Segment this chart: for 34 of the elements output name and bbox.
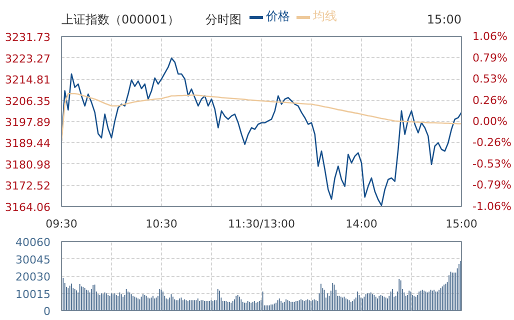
y-tick-label: 3206.35: [5, 94, 51, 108]
y2-tick-label: 0.26%: [472, 94, 508, 108]
chart-subtitle: 分时图: [206, 12, 242, 26]
y-tick-label: 3231.73: [5, 31, 51, 44]
y-tick-label: 3214.81: [5, 74, 51, 87]
x-tick-label: 14:00: [346, 218, 378, 230]
y2-tick-label: -1.06%: [472, 200, 512, 213]
y-tick-label: 3180.98: [5, 158, 51, 172]
y-tick-label: 3223.27: [5, 52, 51, 66]
y2-tick-label: 1.06%: [472, 30, 508, 43]
y2-tick-label: 0.00%: [472, 115, 508, 128]
text: 15:00: [426, 12, 462, 26]
x-tick-label: 10:30: [146, 218, 178, 230]
x-tick-label: 11:30/13:00: [228, 218, 296, 230]
x-tick-label: 09:30: [46, 218, 78, 230]
y2-tick-label: 0.79%: [472, 52, 508, 65]
y-tick-label: 3189.44: [5, 137, 51, 150]
y2-tick-label: 0.53%: [472, 72, 508, 86]
y2-tick-label: -0.26%: [472, 136, 512, 149]
y-tick-label: 40060: [16, 236, 51, 249]
y-tick-label: 3172.52: [5, 180, 51, 193]
y-tick-label: 10015: [16, 288, 51, 301]
y-tick-label: 3197.89: [5, 116, 51, 130]
line-series: [62, 92, 462, 142]
y-tick-label: 30045: [16, 253, 51, 266]
x-tick-label: 15:00: [446, 218, 478, 230]
chart-title: 上证指数（000001）: [62, 12, 180, 26]
y-tick-label: 3164.06: [5, 201, 51, 214]
legend-label: 均线: [313, 8, 337, 25]
legend-label: 价格: [266, 8, 290, 25]
y-tick-label: 20030: [16, 270, 51, 284]
y2-tick-label: -0.79%: [472, 178, 512, 192]
y2-tick-label: -0.53%: [472, 158, 512, 170]
y-tick-label: 0: [44, 305, 50, 318]
